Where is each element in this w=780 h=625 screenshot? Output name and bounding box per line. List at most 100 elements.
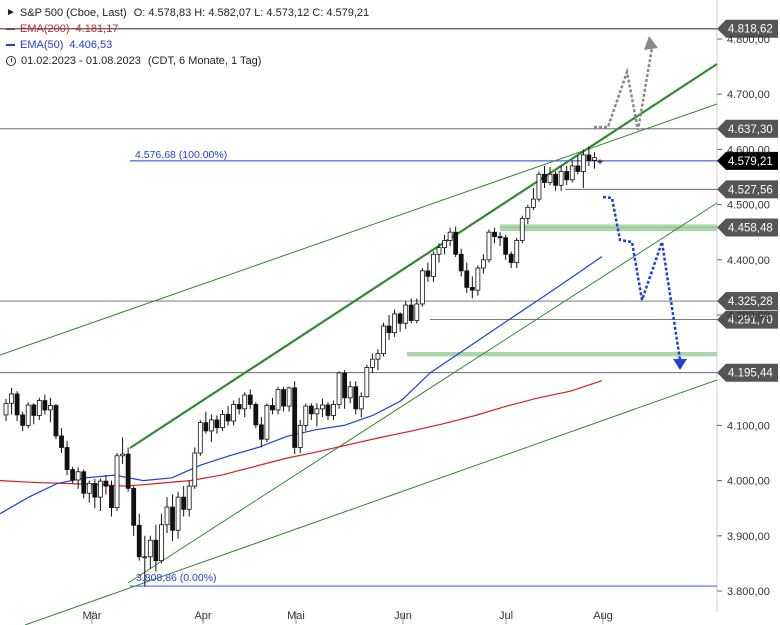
candle-body: [220, 413, 225, 429]
candle-body: [403, 304, 409, 324]
candle-body: [336, 372, 342, 405]
legend-ema50-row[interactable]: EMA(50) 4.406,53: [6, 37, 369, 53]
candle: [486, 229, 492, 263]
candle: [469, 276, 475, 299]
candle-body: [192, 452, 198, 487]
candle: [547, 167, 553, 186]
candle: [530, 188, 536, 211]
candle-body: [92, 482, 98, 498]
level-price-tag: [717, 363, 778, 382]
candle: [270, 397, 275, 415]
candle: [209, 414, 214, 442]
candle-body: [580, 154, 586, 172]
clock-icon: [6, 56, 16, 66]
blue-projection-path: [602, 195, 682, 361]
candle-body: [425, 270, 431, 277]
candle: [458, 248, 464, 277]
candle: [553, 171, 558, 191]
candle: [231, 400, 237, 426]
candle-body: [97, 480, 103, 498]
candle-body: [575, 165, 581, 172]
candle: [281, 386, 286, 412]
candle: [225, 406, 231, 426]
candle-body: [503, 237, 509, 255]
candle-body: [536, 173, 542, 200]
candle-body: [281, 389, 286, 407]
candle-body: [286, 387, 292, 407]
candle-body: [109, 485, 114, 509]
trend-line: [129, 63, 718, 449]
candle-body: [214, 419, 220, 429]
candle-body: [258, 424, 264, 440]
candle-body: [514, 240, 520, 263]
candle: [64, 440, 70, 476]
candle-body: [564, 171, 570, 181]
candle-body: [486, 231, 492, 261]
x-tick-label: Apr: [194, 610, 211, 622]
x-tick-label: Jun: [394, 610, 412, 622]
candle-body: [436, 247, 442, 255]
candle-body: [14, 393, 20, 416]
candle: [353, 381, 359, 415]
candle: [475, 265, 481, 296]
candle: [20, 411, 26, 431]
candle-body: [236, 404, 242, 410]
candle: [375, 349, 381, 371]
trend-line: [127, 202, 718, 584]
candle-body: [347, 386, 353, 399]
candle: [519, 215, 525, 244]
candle: [419, 268, 425, 307]
candle: [425, 262, 431, 282]
candle: [192, 447, 198, 489]
candle: [453, 226, 459, 258]
candle-body: [497, 236, 503, 239]
candle: [181, 486, 187, 517]
candle: [286, 386, 292, 412]
candle-body: [36, 400, 42, 416]
candle-body: [508, 253, 514, 263]
candle: [481, 254, 486, 274]
y-tick-label: 4.700,00: [727, 89, 770, 101]
candle: [97, 478, 103, 511]
level-price-tag: [717, 180, 778, 199]
candle-body: [253, 404, 259, 426]
candle-body: [303, 405, 309, 426]
candle-body: [414, 303, 420, 321]
x-tick-label: Aug: [593, 610, 613, 622]
candle: [159, 513, 164, 564]
candle-body: [203, 422, 209, 432]
candle: [164, 497, 170, 534]
level-price-text: 4.527,56: [728, 184, 773, 196]
candle-body: [397, 313, 403, 324]
candle-body: [481, 259, 486, 269]
candle-body: [59, 435, 64, 448]
candle: [542, 165, 547, 189]
candle-body: [375, 353, 381, 360]
level-price-text: 4.325,28: [728, 296, 773, 308]
candle-body: [408, 304, 414, 321]
candle: [203, 411, 209, 434]
candle-body: [542, 173, 547, 183]
candle: [264, 403, 270, 442]
candle: [536, 171, 542, 202]
candle: [75, 467, 81, 489]
level-price-text: 4.637,30: [728, 124, 773, 136]
candle-body: [142, 556, 148, 559]
candle: [48, 397, 53, 423]
candle: [508, 251, 514, 269]
candle: [3, 398, 9, 421]
candle-body: [242, 394, 248, 410]
candle: [431, 251, 436, 282]
candle-body: [75, 471, 81, 481]
legend-range-row: 01.02.2023 - 01.08.2023 (CDT, 6 Monate, …: [6, 53, 369, 69]
candle-body: [314, 408, 320, 415]
level-price-tag: [717, 218, 778, 237]
grey-projection-path: [594, 47, 654, 131]
candle-body: [364, 367, 370, 398]
candle-body: [292, 387, 298, 448]
candle: [86, 480, 92, 503]
chart-toggle-icon[interactable]: ►: [6, 7, 16, 18]
y-tick-label: 3.800,00: [727, 586, 770, 598]
blue-projection-arrow: [673, 359, 687, 370]
